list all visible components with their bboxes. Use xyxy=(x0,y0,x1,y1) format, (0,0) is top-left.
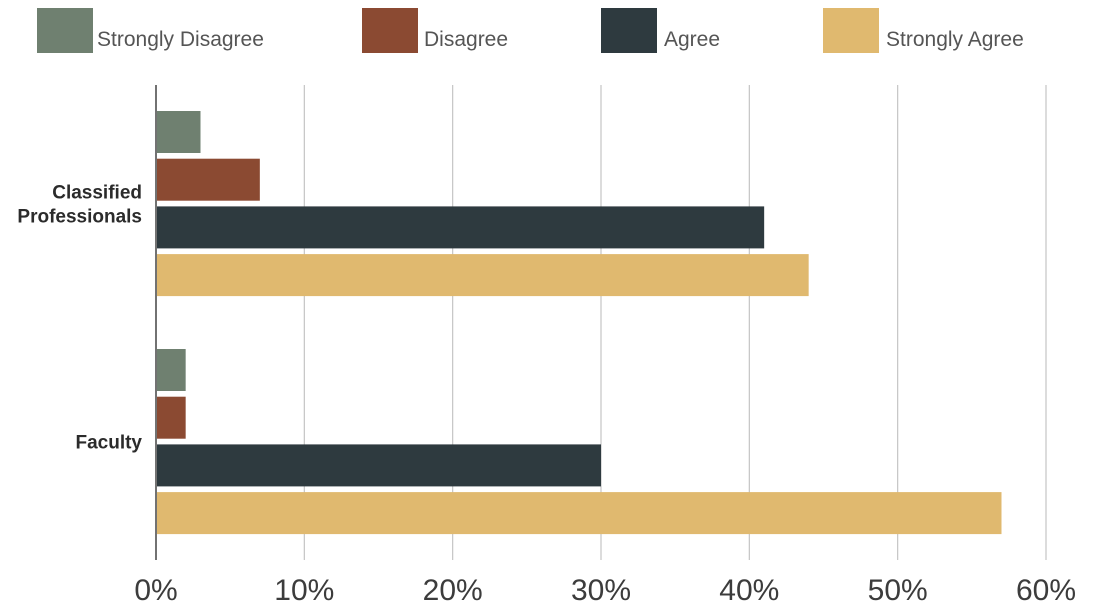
bar xyxy=(157,111,201,153)
legend-swatch xyxy=(37,8,93,53)
bar xyxy=(157,396,186,439)
category-label: Faculty xyxy=(75,433,142,454)
x-tick-label: 20% xyxy=(423,574,483,607)
category-label: Classified xyxy=(52,183,142,204)
bar xyxy=(157,444,601,487)
x-tick-label: 60% xyxy=(1016,574,1076,607)
x-tick-label: 10% xyxy=(274,574,334,607)
bar xyxy=(157,492,1002,535)
bar xyxy=(157,206,765,249)
bar xyxy=(157,158,260,201)
bar xyxy=(157,349,186,391)
x-tick-label: 40% xyxy=(719,574,779,607)
x-tick-label: 50% xyxy=(868,574,928,607)
legend-label: Strongly Disagree xyxy=(97,28,264,51)
category-label: Professionals xyxy=(17,207,142,228)
legend-swatch xyxy=(823,8,879,53)
x-tick-label: 30% xyxy=(571,574,631,607)
x-tick-label: 0% xyxy=(134,574,177,607)
legend-swatch xyxy=(601,8,657,53)
bar xyxy=(157,254,809,297)
legend-label: Disagree xyxy=(424,28,508,51)
legend-label: Agree xyxy=(664,28,720,51)
legend-swatch xyxy=(362,8,418,53)
legend-label: Strongly Agree xyxy=(886,28,1024,51)
